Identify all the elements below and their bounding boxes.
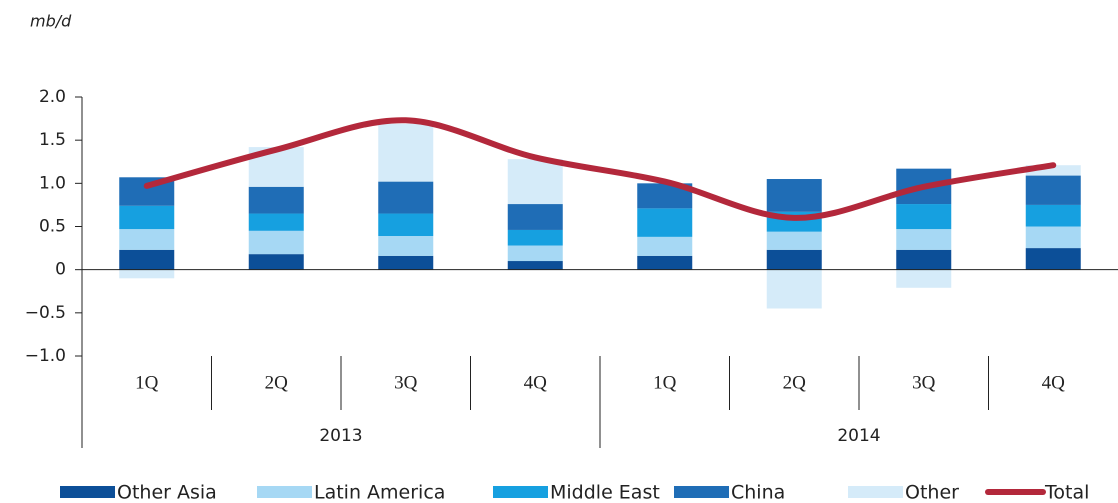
- bar-segment: [1025, 226, 1081, 249]
- bar-segment: [637, 255, 693, 270]
- bar-segment: [896, 204, 952, 230]
- bar-segment: [766, 231, 822, 250]
- legend-swatch: [493, 486, 548, 498]
- bar-segment: [119, 249, 175, 270]
- bar-segment: [378, 123, 434, 182]
- y-tick-label: 0: [55, 260, 66, 280]
- y-tick-label: 1.5: [39, 130, 66, 150]
- legend-label: Other Asia: [117, 482, 217, 503]
- bar-segment: [248, 213, 304, 231]
- total-line: [143, 117, 1057, 221]
- x-tick-label: 3Q: [394, 372, 418, 393]
- bar-segment: [1025, 165, 1081, 176]
- y-unit: mb/d: [30, 12, 72, 31]
- bar-segment: [896, 229, 952, 250]
- x-tick-label: 1Q: [653, 372, 677, 393]
- bar-segment: [248, 254, 304, 270]
- bar-segment: [766, 269, 822, 309]
- year-label: 2014: [837, 426, 880, 446]
- legend-swatch: [674, 486, 729, 498]
- bar-segment: [637, 208, 693, 237]
- year-label: 2013: [319, 426, 362, 446]
- x-tick-label: 3Q: [912, 372, 936, 393]
- x-tick-label: 2Q: [783, 372, 807, 393]
- bar-segment: [507, 245, 563, 262]
- bar-segment: [766, 249, 822, 270]
- bar-segment: [378, 255, 434, 270]
- legend-swatch: [848, 486, 903, 498]
- bar-segment: [896, 269, 952, 288]
- y-tick-label: 0.5: [39, 217, 66, 237]
- bar-segment: [1025, 248, 1081, 270]
- bar-segment: [378, 181, 434, 214]
- legend-label: China: [731, 482, 785, 503]
- bar-segment: [507, 229, 563, 246]
- bar-segment: [119, 229, 175, 250]
- legend-label: Middle East: [550, 482, 660, 503]
- legend-swatch: [60, 486, 115, 498]
- bar-segment: [119, 205, 175, 230]
- x-tick-label: 4Q: [1042, 372, 1066, 393]
- bar-segment: [896, 249, 952, 270]
- x-tick-label: 2Q: [265, 372, 289, 393]
- bar-segment: [248, 230, 304, 255]
- y-tick-label: 1.0: [39, 173, 66, 193]
- y-tick-label: 2.0: [39, 87, 66, 107]
- bar-segment: [507, 261, 563, 270]
- bar-segment: [248, 186, 304, 214]
- legend-label: Latin America: [314, 482, 445, 503]
- bar-segment: [378, 213, 434, 236]
- y-tick-label: −0.5: [25, 303, 66, 323]
- legend-label: Total: [1044, 482, 1089, 503]
- bar-segment: [766, 179, 822, 212]
- bar-segment: [637, 236, 693, 256]
- legend-label: Other: [905, 482, 959, 503]
- y-tick-label: −1.0: [25, 346, 66, 366]
- x-tick-label: 1Q: [135, 372, 159, 393]
- bar-segment: [378, 235, 434, 256]
- legend-swatch: [257, 486, 312, 498]
- bar-segment: [1025, 204, 1081, 227]
- bar-segment: [507, 204, 563, 230]
- x-tick-label: 4Q: [524, 372, 548, 393]
- bar-segment: [1025, 175, 1081, 205]
- bar-segment: [119, 269, 175, 279]
- bar-segment: [507, 159, 563, 205]
